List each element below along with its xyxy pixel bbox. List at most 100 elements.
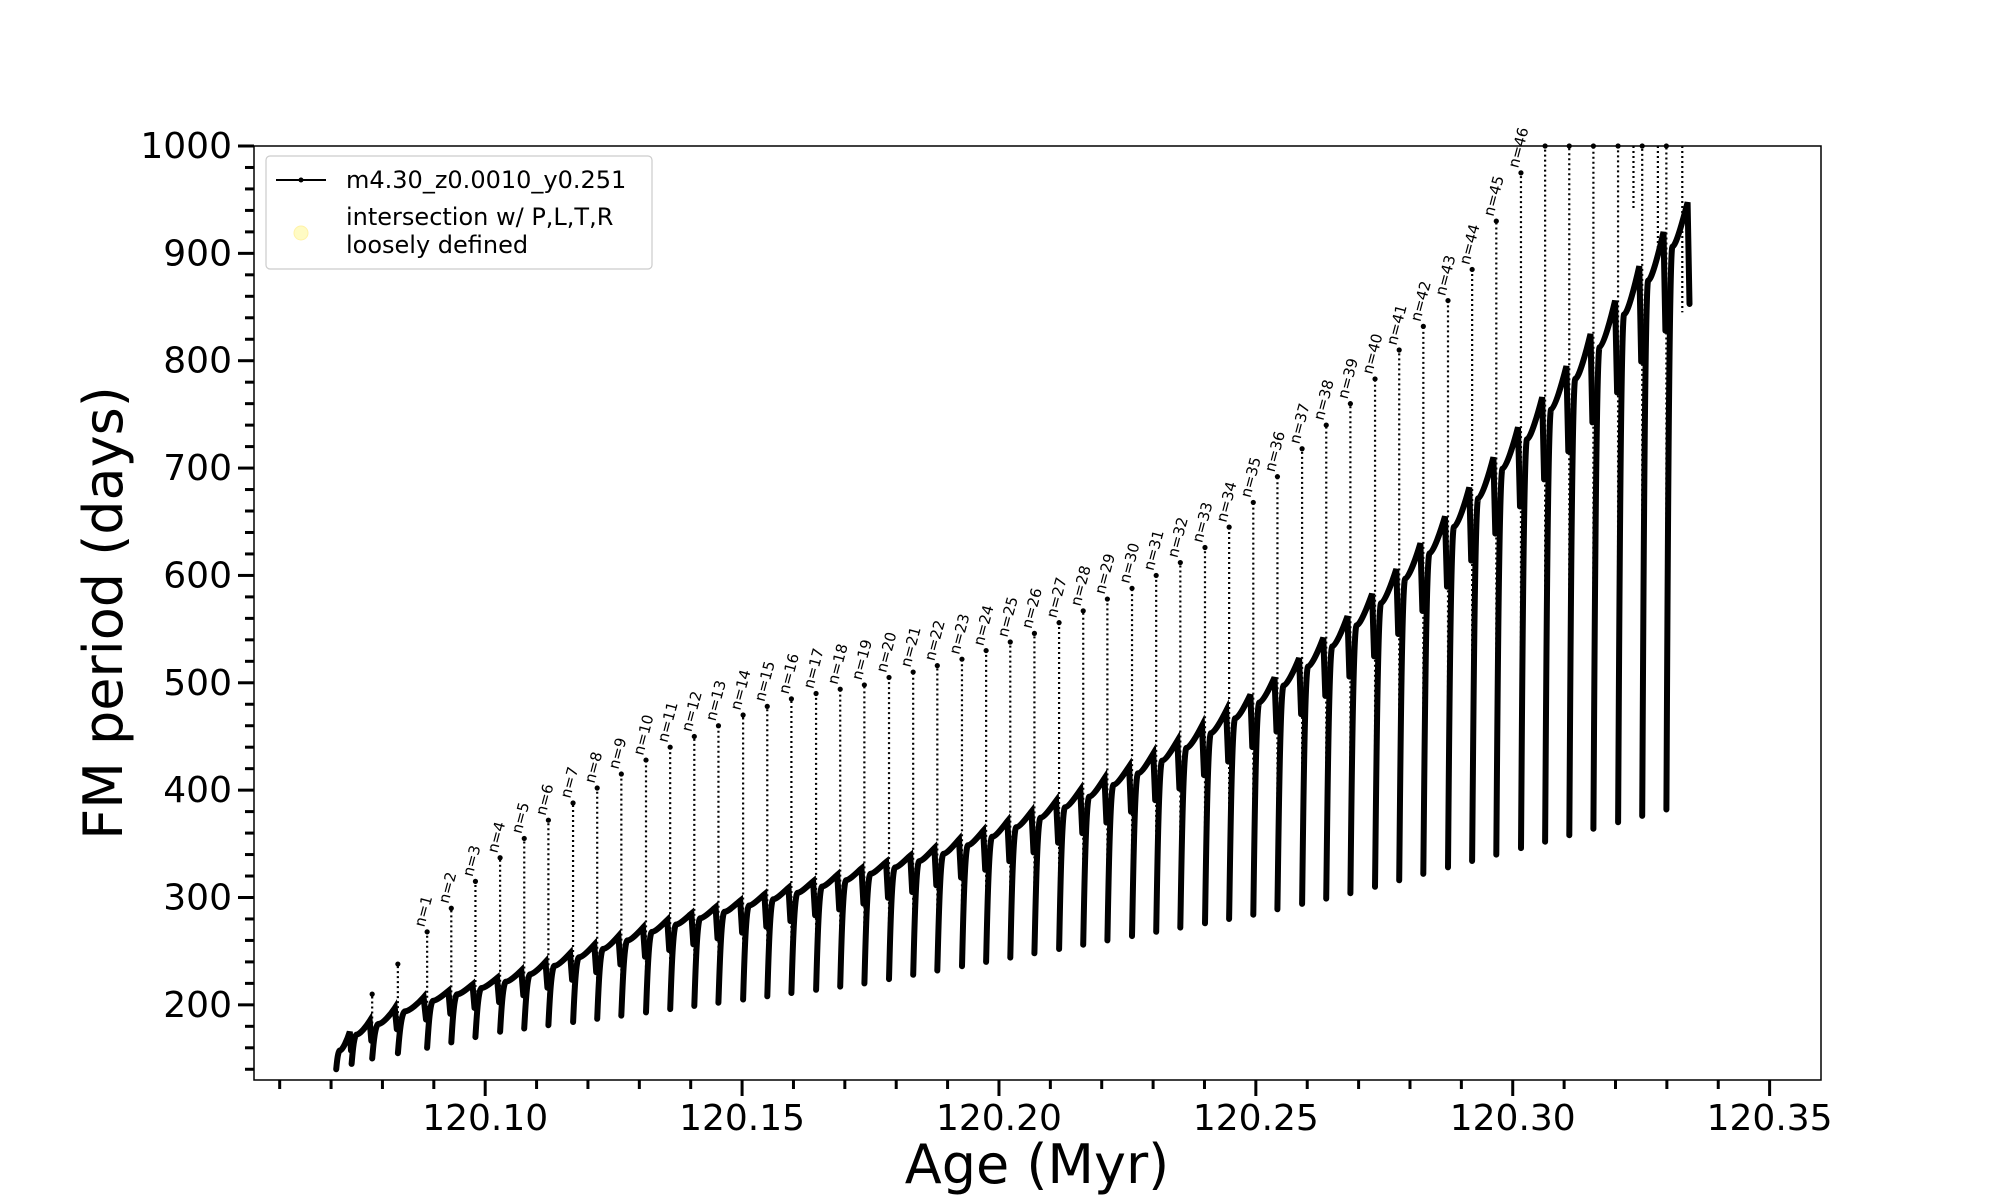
pulse-peak-point — [1445, 297, 1451, 304]
pulse-peak-point — [740, 712, 746, 718]
pulse-annotation: n=37 — [1286, 401, 1314, 445]
series-dip — [1081, 859, 1086, 945]
series-cycle-curve — [788, 875, 819, 996]
pulse-peak-point — [643, 757, 649, 763]
series-dip — [1397, 709, 1402, 881]
pulse-peak-point — [1396, 347, 1402, 353]
x-tick-label: 120.25 — [1193, 1098, 1319, 1139]
series-dip — [1373, 725, 1378, 887]
series-dip — [1664, 491, 1670, 810]
series-cycle-curve — [1007, 803, 1037, 961]
series-dip — [741, 945, 746, 1000]
series-cycle-curve — [369, 999, 400, 1062]
series-dip — [789, 935, 795, 994]
pulse-peak-point — [837, 686, 843, 692]
series-dip — [960, 896, 965, 967]
series-dip — [1178, 824, 1184, 928]
series-cycle-curve — [1274, 656, 1305, 913]
series-cycle-curve — [1347, 592, 1378, 897]
pulse-peak-point — [1542, 143, 1548, 149]
series-cycle-curve — [1202, 699, 1232, 927]
series-dip — [1567, 577, 1572, 836]
plot-frame — [253, 145, 1822, 1081]
pulse-annotation: n=28 — [1067, 564, 1095, 608]
pulse-peak-point — [1202, 544, 1208, 551]
pulse-peak-point — [934, 663, 940, 669]
series-cycle-curve — [1493, 426, 1523, 858]
pulse-peak-point — [1347, 401, 1353, 407]
pulse-annotation: n=30 — [1115, 541, 1143, 585]
series-cycle-curve — [1639, 231, 1669, 819]
series-dip — [1251, 793, 1256, 915]
pulse-peak-point — [813, 690, 819, 697]
series-cycle-curve — [594, 928, 624, 1022]
pulse-peak-point — [715, 723, 722, 729]
pulse-peak-point — [1299, 446, 1305, 452]
pulse-annotation: n=31 — [1140, 528, 1168, 572]
legend-label-intersection: intersection w/ P,L,T,R loosely defined — [346, 203, 621, 259]
series-cycle-curve — [764, 881, 794, 1000]
x-axis-title: Age (Myr) — [905, 1133, 1170, 1196]
series-dip — [814, 930, 819, 990]
series-cycle-curve — [691, 901, 721, 1009]
pulse-peak-point — [1080, 608, 1086, 614]
pulse-peak-point — [1639, 143, 1645, 149]
y-tick-label: 700 — [163, 448, 232, 489]
pulse-annotation: n=22 — [921, 618, 949, 662]
series-cycle-curve — [837, 862, 867, 990]
series-dip — [619, 971, 625, 1016]
series-cycle-curve — [1420, 515, 1450, 877]
series-cycle-curve — [1104, 757, 1134, 944]
series-dip — [334, 1057, 339, 1070]
x-axis: 120.10 120.15 120.20 120.25 120.30 120.35 — [278, 1080, 1833, 1139]
x-tick-label: 120.35 — [1707, 1098, 1833, 1139]
pulse-peak-point — [1590, 143, 1596, 149]
series-cycle-curve — [1323, 615, 1353, 902]
series-dip — [595, 978, 600, 1019]
series-dip — [887, 914, 892, 980]
series-cycle-curve — [521, 954, 551, 1032]
series-dip — [838, 925, 843, 987]
pulse-annotation: n=38 — [1310, 378, 1338, 422]
series-cycle-curve — [1177, 714, 1207, 931]
series-dip — [1105, 851, 1111, 941]
pulse-peak-point — [1177, 559, 1183, 566]
series-dip — [1494, 636, 1500, 855]
series-cycle-curve — [1590, 299, 1621, 832]
series-cycle-curve — [1566, 333, 1596, 839]
pulse-peak-point — [424, 929, 430, 935]
pulse-peak-point — [1372, 376, 1378, 382]
pulse-annotation: n=6 — [532, 782, 558, 817]
pulse-peak-point — [1493, 218, 1499, 224]
x-tick-label: 120.30 — [1450, 1098, 1576, 1139]
series-cycle-curve — [1226, 693, 1256, 922]
x-tick-label: 120.10 — [422, 1098, 548, 1139]
pulse-peak-point — [910, 669, 916, 675]
series-cycle-curve — [472, 972, 503, 1041]
pulse-annotation: n=4 — [484, 820, 510, 855]
series-cycle-curve — [448, 978, 478, 1046]
series-cycle-curve — [1396, 542, 1426, 884]
series-dip — [1154, 833, 1159, 932]
y-tick-label: 500 — [163, 663, 232, 704]
legend-label-intersection-line2: loosely defined — [346, 231, 528, 259]
series-dip — [370, 1037, 375, 1059]
series-cycle-curve — [910, 841, 940, 978]
pulse-annotation: n=11 — [654, 700, 682, 744]
series-dip — [1470, 655, 1475, 862]
series-dip — [1640, 513, 1645, 816]
pulse-annotation: n=29 — [1091, 552, 1119, 596]
series-dip — [716, 950, 722, 1003]
pulse-annotation: n=15 — [751, 659, 779, 703]
pulse-peak-point — [1420, 323, 1426, 329]
pulse-peak-point — [570, 800, 576, 806]
pulse-annotation: n=8 — [581, 750, 607, 785]
series-cycle-curve — [715, 894, 746, 1006]
series-dip — [1057, 867, 1062, 950]
pulse-annotation: n=3 — [459, 843, 485, 878]
pulse-annotation: n=5 — [508, 800, 534, 835]
series-cycle-curve — [813, 868, 843, 993]
series-cycle-curve — [983, 813, 1013, 965]
pulse-annotation: n=46 — [1504, 125, 1532, 169]
